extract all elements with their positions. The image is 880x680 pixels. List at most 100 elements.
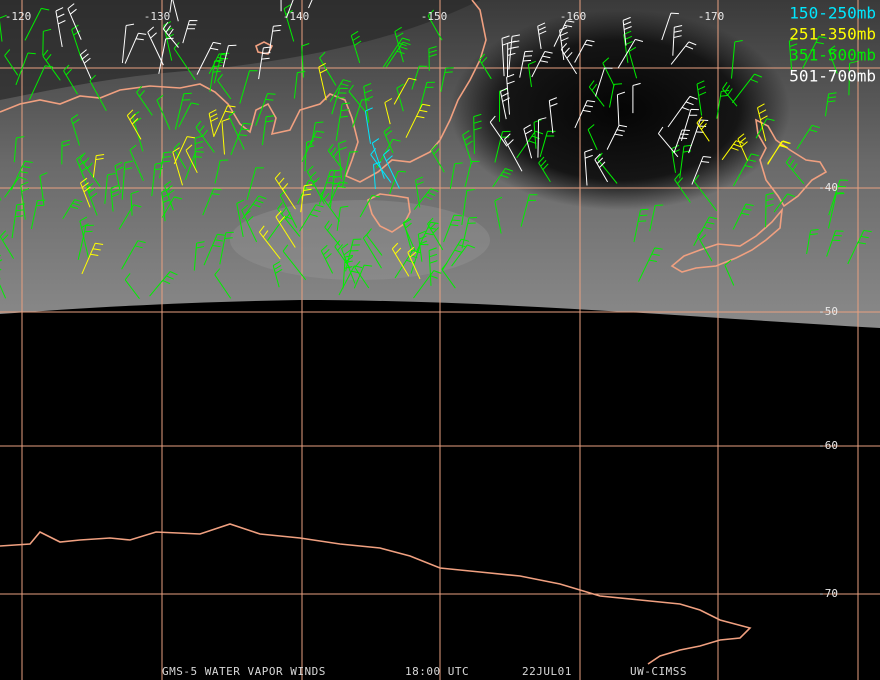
wind-barb (391, 242, 410, 277)
wind-barb (258, 46, 272, 80)
wind-barb (588, 80, 605, 107)
footer-text: 22JUL01 (522, 665, 572, 678)
wind-barb (670, 41, 697, 65)
wind-barb (173, 142, 187, 169)
wind-barb (405, 103, 431, 138)
wind-barb (172, 147, 183, 186)
wind-barb (461, 189, 475, 226)
footer-text: 18:00 UTC (405, 665, 469, 678)
wind-barb (765, 192, 774, 228)
wind-barb (560, 43, 578, 75)
wind-barb (824, 92, 837, 117)
wind-barb (533, 119, 542, 149)
wind-barb (443, 214, 463, 243)
wind-barb (427, 9, 443, 41)
wind-barb (129, 144, 144, 182)
wind-barb (185, 144, 198, 174)
longitude-label: -120 (5, 10, 32, 23)
antarctica-coast (0, 523, 752, 665)
wind-barb (449, 162, 463, 189)
wind-barb (773, 193, 796, 213)
wind-barb (156, 94, 171, 130)
wind-barb (847, 229, 872, 265)
labels: -120 -130 -140 -150 -160 -170 -40 -50 -60 -70 150-… (5, 4, 876, 679)
wind-barb (30, 199, 46, 230)
wind-barb (114, 161, 124, 193)
wind-barb (308, 0, 313, 9)
wind-barb (92, 154, 105, 178)
wind-barb (10, 160, 33, 191)
wind-barb (208, 109, 219, 136)
wind-barb (158, 37, 174, 74)
wind-barb (418, 81, 435, 111)
wind-barb (267, 216, 293, 241)
wind-barb (492, 168, 514, 188)
wind-barb (241, 195, 267, 220)
wind-barb (293, 70, 306, 99)
wind-barb (500, 87, 510, 120)
wind-barb (394, 26, 404, 63)
wind-barb (464, 160, 480, 188)
wind-barb (217, 73, 232, 100)
wind-barb (0, 268, 7, 299)
wind-barb (633, 208, 649, 243)
wind-barb (39, 172, 48, 205)
legend-entry: 251-350mb (789, 25, 876, 44)
wind-barb (28, 65, 54, 101)
wind-barb (413, 188, 439, 211)
wind-barb (319, 51, 337, 86)
wind-barb (428, 46, 437, 71)
wind-barb (755, 118, 775, 139)
wind-barb (230, 122, 252, 156)
new-zealand-south (670, 207, 784, 273)
wind-barb (173, 136, 196, 165)
wind-barb (559, 26, 569, 60)
wind-barb (283, 4, 295, 42)
wind-barb (657, 126, 679, 158)
wind-barb (130, 190, 139, 216)
wind-barb (55, 7, 66, 47)
wind-barb (411, 65, 428, 90)
wind-barb (246, 167, 264, 200)
wind-barb (574, 100, 596, 129)
wind-barb (282, 244, 307, 281)
wind-barb (366, 228, 383, 256)
wind-barb (673, 129, 690, 153)
wind-barb (693, 174, 718, 212)
longitude-label: -170 (698, 10, 725, 23)
wind-barb (62, 199, 83, 220)
wind-barb (508, 34, 520, 70)
legend-entry: 501-700mb (789, 67, 876, 86)
wind-barb (203, 233, 226, 266)
wind-barb (537, 22, 547, 49)
wind-barb (77, 224, 94, 260)
wind-barb (806, 229, 819, 254)
wind-barb (363, 82, 374, 123)
wind-barb (489, 115, 508, 147)
wind-barb (724, 259, 735, 286)
longitude-label: -140 (283, 10, 310, 23)
wind-barb (757, 103, 768, 142)
wind-barb (373, 161, 382, 190)
wind-barb (277, 202, 301, 237)
wind-barb (310, 121, 324, 146)
wind-barb (848, 60, 858, 96)
tasmania-coast (367, 193, 411, 233)
wind-barb (732, 73, 763, 104)
wind-barb (336, 205, 349, 231)
wind-barb (4, 49, 19, 76)
wind-barb (236, 199, 245, 237)
wind-barb (42, 28, 52, 56)
wind-barb (0, 14, 7, 42)
longitude-label: -130 (144, 10, 171, 23)
wind-barb (370, 147, 392, 183)
wind-barb (826, 230, 844, 257)
wind-barb (697, 229, 713, 262)
wind-barb (396, 83, 404, 112)
wind-barb (539, 130, 556, 157)
latitude-label: -50 (818, 305, 838, 318)
wind-barb (384, 98, 393, 125)
wind-barb (628, 46, 638, 79)
wind-barb (623, 30, 633, 63)
